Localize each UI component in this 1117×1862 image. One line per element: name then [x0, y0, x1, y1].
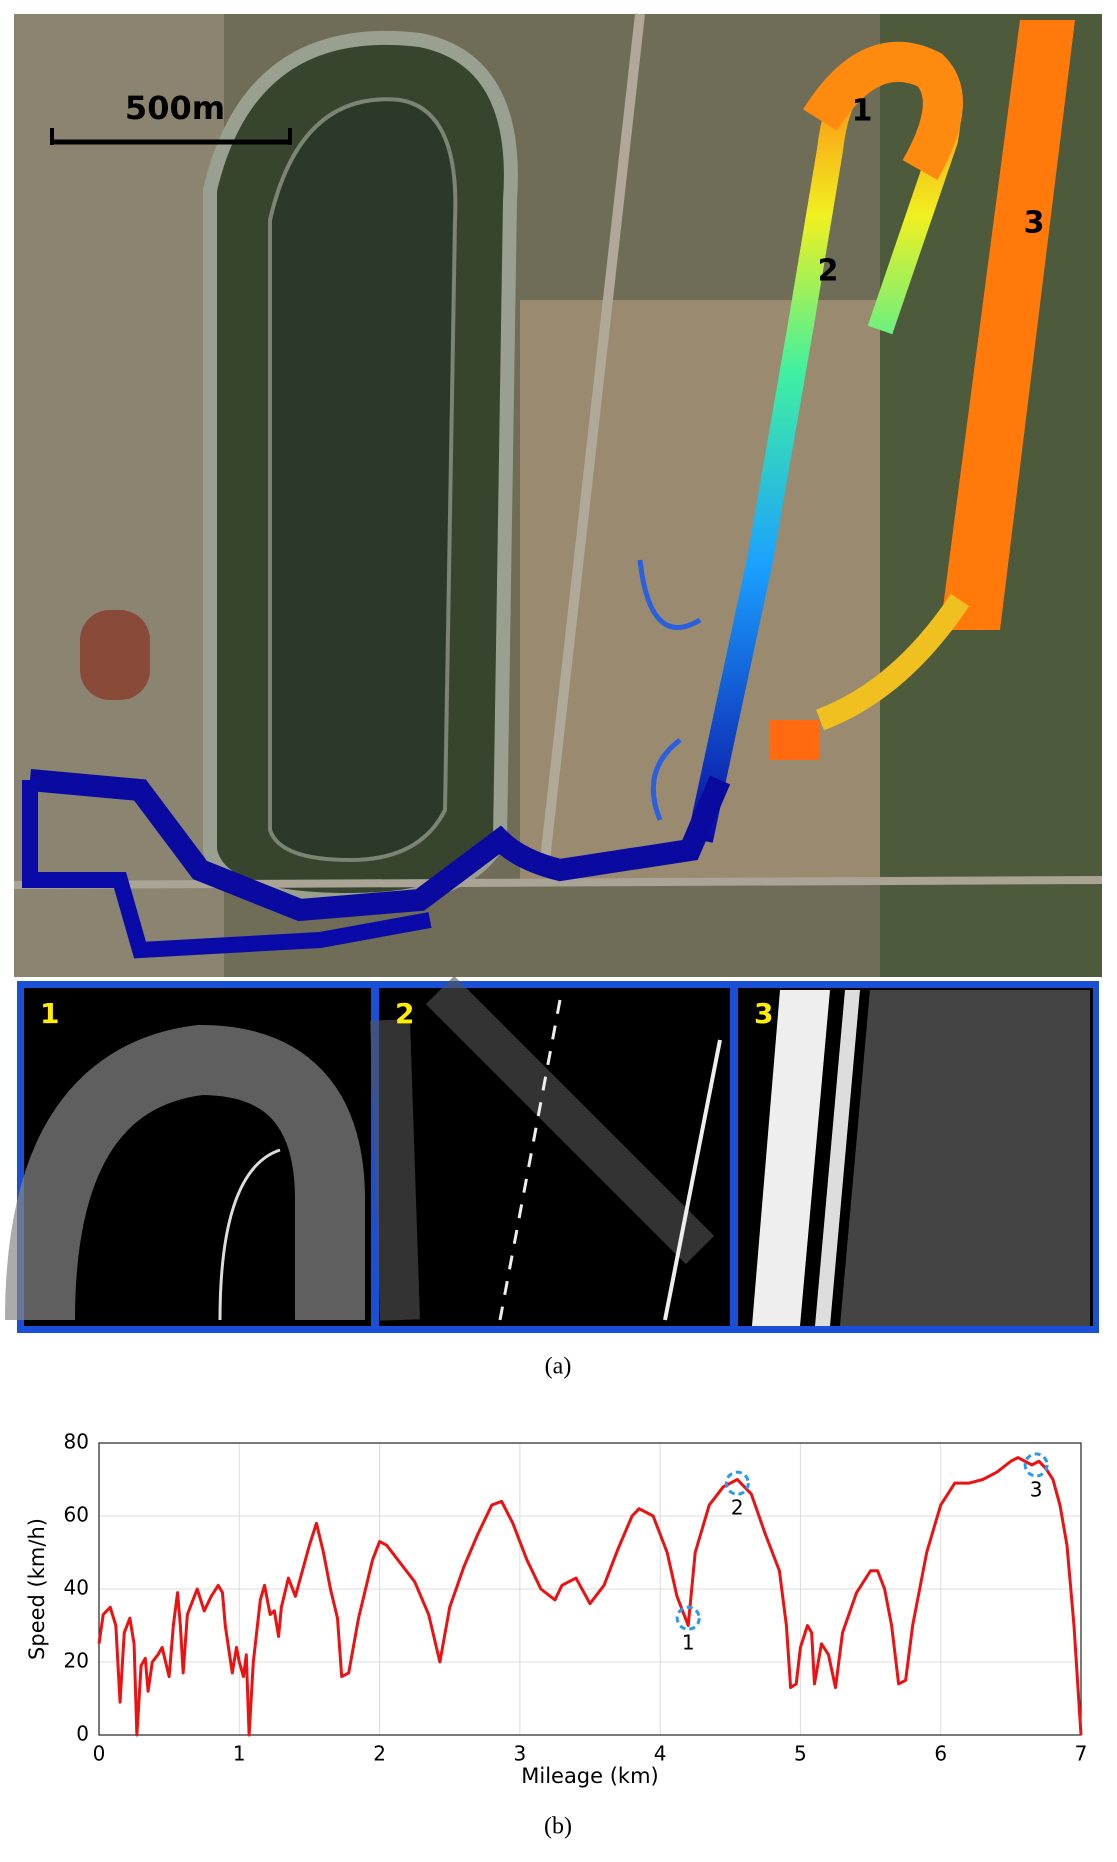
insets: 1 2 3 [5, 975, 1099, 1333]
annotation-marker [724, 1470, 750, 1496]
map-label: 3 [1024, 206, 1045, 241]
y-axis-label: Speed (km/h) [25, 1518, 49, 1660]
map: 500m 1 2 3 [13, 13, 1103, 977]
annotation-marker [675, 1605, 701, 1631]
x-tick-label: 1 [233, 1742, 246, 1766]
x-tick-label: 6 [934, 1742, 947, 1766]
x-tick-label: 4 [654, 1742, 667, 1766]
plot-frame [98, 1442, 1082, 1736]
caption: (a) [545, 1354, 572, 1380]
x-tick-label: 7 [1075, 1742, 1088, 1766]
speed-line [97, 1456, 1083, 1737]
inset-label: 1 [40, 997, 59, 1030]
x-tick-label: 5 [794, 1742, 807, 1766]
x-tick-label: 0 [93, 1742, 106, 1766]
y-tick-label: 40 [64, 1576, 89, 1600]
chart: 0 20 40 60 80 0 1 2 3 4 5 6 7 Mileage (km) Speed (km/h… [25, 1430, 1087, 1789]
y-tick-label: 60 [64, 1503, 89, 1527]
y-tick-label: 20 [64, 1649, 89, 1673]
x-tick-label: 3 [513, 1742, 526, 1766]
y-tick-label: 0 [76, 1722, 89, 1746]
x-tick-label: 2 [373, 1742, 386, 1766]
inset-label: 3 [754, 997, 773, 1030]
scale-label: 500m [125, 89, 225, 127]
caption: (b) [544, 1814, 572, 1840]
map-label: 2 [818, 254, 839, 289]
annotation-marker [1023, 1452, 1049, 1478]
y-tick-label: 80 [64, 1430, 89, 1454]
x-axis-label: Mileage (km) [521, 1764, 659, 1788]
annotation-label: 3 [1030, 1477, 1043, 1501]
annotation-label: 2 [731, 1496, 744, 1520]
annotation-label: 1 [682, 1631, 695, 1655]
inset-label: 2 [395, 997, 414, 1030]
map-label: 1 [852, 94, 873, 129]
inset [379, 988, 730, 1326]
